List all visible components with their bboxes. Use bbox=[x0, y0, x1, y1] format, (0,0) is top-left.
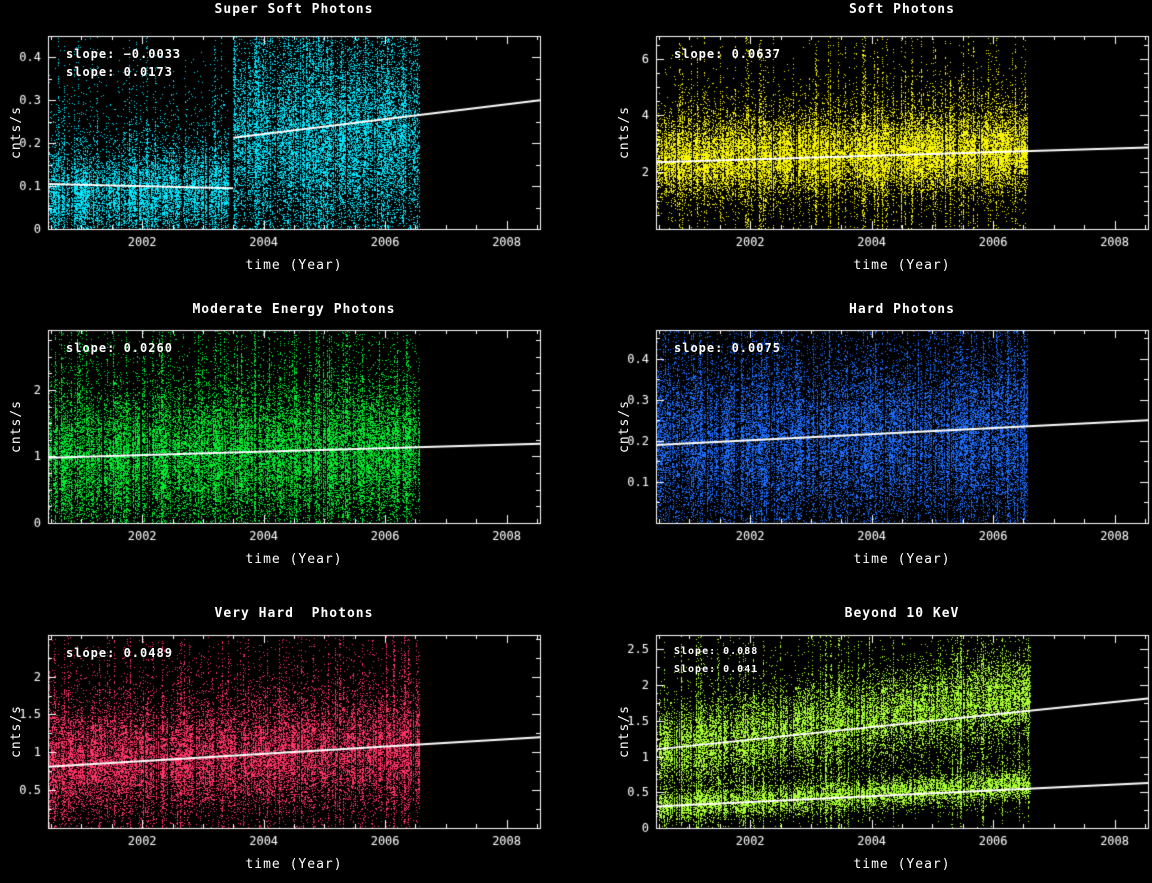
slope-annotation: slope: 0.0489 bbox=[66, 646, 173, 660]
plot-canvas-very-hard bbox=[0, 588, 576, 883]
x-axis-label: time (Year) bbox=[853, 258, 951, 273]
slope-annotation: Slope: 0.041 bbox=[674, 664, 759, 675]
slope-annotation: slope: 0.0173 bbox=[66, 65, 173, 79]
y-axis-label: cnts/s bbox=[9, 106, 24, 159]
panel-moderate-energy-photons: Moderate Energy Photons slope: 0.0260 cn… bbox=[0, 294, 576, 589]
panel-super-soft-photons: Super Soft Photons slope: −0.0033 slope:… bbox=[0, 0, 576, 295]
panel-title: Beyond 10 KeV bbox=[844, 606, 960, 621]
plot-canvas-soft bbox=[576, 0, 1152, 295]
x-axis-label: time (Year) bbox=[245, 258, 343, 273]
panel-title: Hard Photons bbox=[849, 302, 955, 317]
slope-annotation: slope: 0.0260 bbox=[66, 341, 173, 355]
plot-canvas-beyond-10kev bbox=[576, 588, 1152, 883]
panel-very-hard-photons: Very Hard Photons slope: 0.0489 cnts/s t… bbox=[0, 588, 576, 883]
y-axis-label: cnts/s bbox=[617, 106, 632, 159]
y-axis-label: cnts/s bbox=[9, 705, 24, 758]
y-axis-label: cnts/s bbox=[617, 400, 632, 453]
panel-title: Very Hard Photons bbox=[214, 606, 374, 621]
panel-title: Super Soft Photons bbox=[214, 2, 374, 17]
x-axis-label: time (Year) bbox=[853, 552, 951, 567]
plot-canvas-moderate bbox=[0, 294, 576, 589]
slope-annotation: slope: −0.0033 bbox=[66, 47, 182, 61]
plot-canvas-super-soft bbox=[0, 0, 576, 295]
y-axis-label: cnts/s bbox=[617, 705, 632, 758]
x-axis-label: time (Year) bbox=[853, 857, 951, 872]
panel-beyond-10-kev: Beyond 10 KeV Slope: 0.088 Slope: 0.041 … bbox=[576, 588, 1152, 883]
slope-annotation: slope: 0.0637 bbox=[674, 47, 781, 61]
panel-hard-photons: Hard Photons slope: 0.0075 cnts/s time (… bbox=[576, 294, 1152, 589]
y-axis-label: cnts/s bbox=[9, 400, 24, 453]
x-axis-label: time (Year) bbox=[245, 552, 343, 567]
plot-canvas-hard bbox=[576, 294, 1152, 589]
slope-annotation: Slope: 0.088 bbox=[674, 646, 759, 657]
x-axis-label: time (Year) bbox=[245, 857, 343, 872]
panel-title: Moderate Energy Photons bbox=[192, 302, 396, 317]
panel-soft-photons: Soft Photons slope: 0.0637 cnts/s time (… bbox=[576, 0, 1152, 295]
slope-annotation: slope: 0.0075 bbox=[674, 341, 781, 355]
panel-title: Soft Photons bbox=[849, 2, 955, 17]
